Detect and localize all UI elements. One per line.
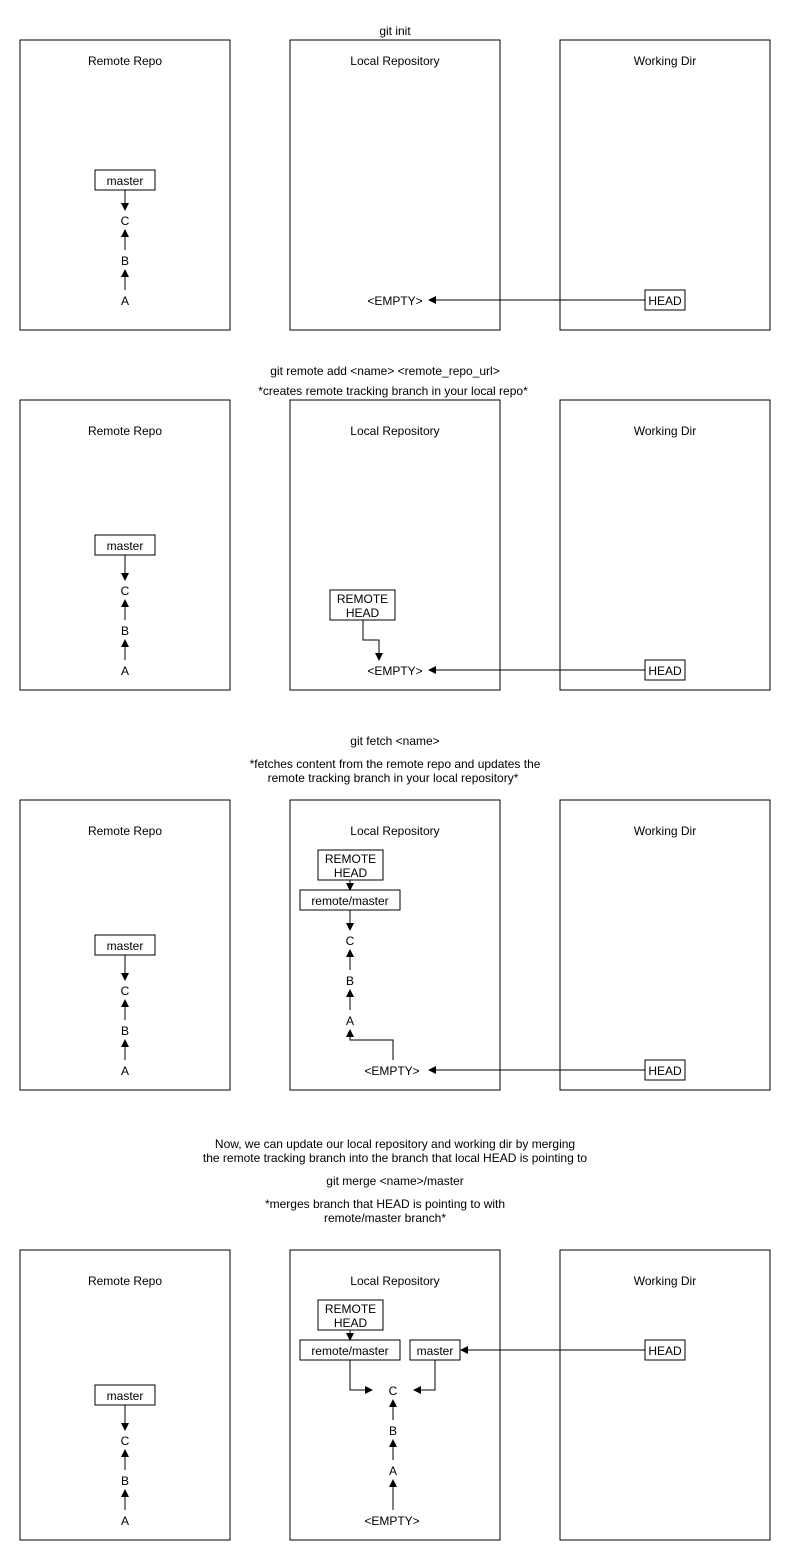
working-dir-label: Working Dir	[634, 1274, 696, 1288]
master-branch-label: master	[107, 174, 144, 188]
commit-a: A	[121, 294, 129, 308]
local-master-branch-label: master	[417, 1344, 454, 1358]
stage-title: git merge <name>/master	[326, 1174, 463, 1188]
local-repo-label: Local Repository	[350, 824, 439, 838]
remote-head-label-line2: HEAD	[346, 606, 380, 620]
commit-c: C	[346, 934, 355, 948]
commit-c: C	[121, 1434, 130, 1448]
remote-head-to-empty-arrow	[362, 620, 383, 661]
remote-head-label-line2: HEAD	[334, 866, 368, 880]
empty-to-a-arrow	[346, 1029, 394, 1060]
commit-b: B	[121, 1474, 129, 1488]
commit-b: B	[121, 254, 129, 268]
commit-a: A	[121, 664, 129, 678]
commit-c: C	[121, 584, 130, 598]
stage-title: git init	[379, 24, 411, 38]
commit-b: B	[121, 624, 129, 638]
working-dir-panel	[559, 399, 771, 691]
commit-b: B	[389, 1424, 397, 1438]
commit-a: A	[121, 1514, 129, 1528]
empty-commit: <EMPTY>	[367, 664, 422, 678]
local-repo-panel	[289, 799, 501, 1091]
local-repo-panel	[289, 1249, 501, 1541]
master-branch-label: master	[107, 539, 144, 553]
commit-c: C	[121, 984, 130, 998]
remote-head-label-line2: HEAD	[334, 1316, 368, 1330]
working-dir-label: Working Dir	[634, 824, 696, 838]
local-repo-panel	[289, 399, 501, 691]
stage-title: git remote add <name> <remote_repo_url>	[270, 364, 499, 378]
commit-a: A	[346, 1014, 354, 1028]
remote-repo-label: Remote Repo	[88, 1274, 162, 1288]
working-dir-panel	[559, 39, 771, 331]
stage-git-remote-add: git remote add <name> <remote_repo_url> …	[19, 364, 771, 691]
empty-commit: <EMPTY>	[367, 294, 422, 308]
stage-note-line2: remote/master branch*	[324, 1211, 446, 1225]
local-repo-label: Local Repository	[350, 1274, 439, 1288]
remote-head-box	[317, 1299, 384, 1331]
local-repo-label: Local Repository	[350, 424, 439, 438]
commit-a: A	[389, 1464, 397, 1478]
working-dir-panel	[559, 1249, 771, 1541]
commit-c: C	[121, 214, 130, 228]
stage-title: git fetch <name>	[350, 734, 439, 748]
remote-repo-label: Remote Repo	[88, 424, 162, 438]
stage-note-line2: remote tracking branch in your local rep…	[268, 771, 519, 785]
commit-b: B	[346, 974, 354, 988]
stage-intro-line1: Now, we can update our local repository …	[215, 1137, 575, 1151]
remote-repo-label: Remote Repo	[88, 54, 162, 68]
stage-intro-line2: the remote tracking branch into the bran…	[203, 1151, 588, 1165]
local-repo-label: Local Repository	[350, 54, 439, 68]
empty-commit: <EMPTY>	[364, 1514, 419, 1528]
head-label: HEAD	[648, 664, 682, 678]
head-label: HEAD	[648, 1344, 682, 1358]
head-label: HEAD	[648, 294, 682, 308]
empty-commit: <EMPTY>	[364, 1064, 419, 1078]
stage-git-fetch: git fetch <name> *fetches content from t…	[19, 734, 771, 1091]
working-dir-label: Working Dir	[634, 54, 696, 68]
remote-head-label-line1: REMOTE	[337, 592, 388, 606]
remote-master-branch-label: remote/master	[311, 894, 388, 908]
stage-note-line1: *merges branch that HEAD is pointing to …	[265, 1197, 505, 1211]
remote-master-to-c-arrow	[349, 1360, 373, 1394]
remote-head-box	[317, 849, 384, 881]
stage-git-init: git init Remote Repo master C B A Local …	[19, 24, 771, 331]
commit-c: C	[389, 1384, 398, 1398]
master-branch-label: master	[107, 1389, 144, 1403]
working-dir-panel	[559, 799, 771, 1091]
remote-head-label-line1: REMOTE	[325, 1302, 376, 1316]
master-to-c-arrow	[413, 1360, 436, 1394]
remote-repo-label: Remote Repo	[88, 824, 162, 838]
working-dir-label: Working Dir	[634, 424, 696, 438]
local-repo-panel	[289, 39, 501, 331]
stage-note: *creates remote tracking branch in your …	[258, 384, 528, 398]
stage-git-merge: Now, we can update our local repository …	[19, 1137, 771, 1541]
remote-head-label-line1: REMOTE	[325, 852, 376, 866]
master-branch-label: master	[107, 939, 144, 953]
stage-note-line1: *fetches content from the remote repo an…	[250, 757, 541, 771]
remote-master-branch-label: remote/master	[311, 1344, 388, 1358]
commit-b: B	[121, 1024, 129, 1038]
head-label: HEAD	[648, 1064, 682, 1078]
commit-a: A	[121, 1064, 129, 1078]
